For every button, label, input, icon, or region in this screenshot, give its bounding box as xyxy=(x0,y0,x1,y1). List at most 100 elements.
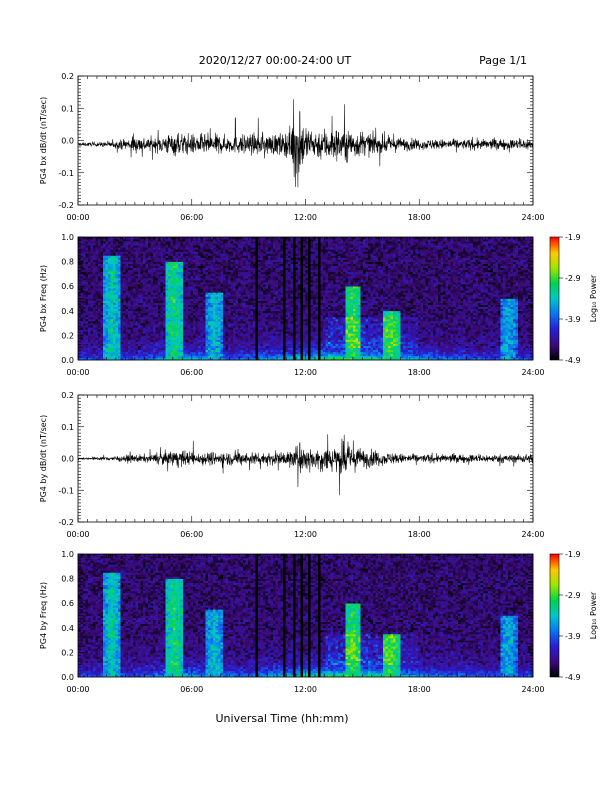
heatmap-cell xyxy=(113,260,116,262)
heatmap-cell xyxy=(143,270,146,272)
heatmap-cell xyxy=(251,280,254,282)
heatmap-cell xyxy=(193,337,196,339)
heatmap-cell xyxy=(178,333,181,335)
heatmap-cell xyxy=(258,264,261,266)
heatmap-cell xyxy=(178,348,181,350)
heatmap-cell xyxy=(151,296,154,298)
heatmap-cell xyxy=(271,278,274,280)
heatmap-cell xyxy=(153,305,156,307)
y-tick-label: -0.1 xyxy=(58,169,74,178)
heatmap-cell xyxy=(173,325,176,327)
heatmap-cell xyxy=(93,262,96,264)
heatmap-cell xyxy=(263,282,266,284)
heatmap-cell xyxy=(146,270,149,272)
heatmap-cell xyxy=(196,356,199,358)
heatmap-cell xyxy=(233,272,236,274)
heatmap-cell xyxy=(238,292,241,294)
heatmap-cell xyxy=(143,309,146,311)
heatmap-cell xyxy=(103,311,106,313)
heatmap-cell xyxy=(231,292,234,294)
heatmap-cell xyxy=(246,282,249,284)
heatmap-cell xyxy=(186,319,189,321)
heatmap-cell xyxy=(93,249,96,251)
heatmap-cell xyxy=(123,303,126,305)
heatmap-cell xyxy=(156,260,159,262)
heatmap-cell xyxy=(231,270,234,272)
heatmap-cell xyxy=(86,245,89,247)
heatmap-cell xyxy=(276,311,279,313)
heatmap-cell xyxy=(176,340,179,342)
heatmap-cell xyxy=(233,292,236,294)
heatmap-cell xyxy=(198,313,201,315)
heatmap-cell xyxy=(88,317,91,319)
heatmap-cell xyxy=(156,280,159,282)
heatmap-cell xyxy=(93,329,96,331)
heatmap-cell xyxy=(198,317,201,319)
heatmap-cell xyxy=(176,282,179,284)
heatmap-cell xyxy=(208,313,211,315)
heatmap-cell xyxy=(163,299,166,301)
heatmap-cell xyxy=(231,280,234,282)
heatmap-cell xyxy=(213,356,216,358)
heatmap-cell xyxy=(116,270,119,272)
heatmap-cell xyxy=(276,319,279,321)
heatmap-cell xyxy=(141,284,144,286)
heatmap-cell xyxy=(98,337,101,339)
heatmap-cell xyxy=(158,276,161,278)
heatmap-cell xyxy=(101,264,104,266)
heatmap-cell xyxy=(183,348,186,350)
heatmap-cell xyxy=(178,313,181,315)
heatmap-cell xyxy=(248,315,251,317)
heatmap-cell xyxy=(126,313,129,315)
heatmap-cell xyxy=(146,278,149,280)
heatmap-cell xyxy=(241,337,244,339)
heatmap-cell xyxy=(276,346,279,348)
heatmap-cell xyxy=(248,255,251,257)
heatmap-cell xyxy=(103,253,106,255)
heatmap-cell xyxy=(188,286,191,288)
heatmap-cell xyxy=(171,282,174,284)
heatmap-cell xyxy=(118,245,121,247)
heatmap-cell xyxy=(171,249,174,251)
heatmap-cell xyxy=(218,327,221,329)
heatmap-cell xyxy=(276,313,279,315)
heatmap-cell xyxy=(116,305,119,307)
heatmap-cell xyxy=(198,331,201,333)
heatmap-cell xyxy=(188,260,191,262)
heatmap-cell xyxy=(221,286,224,288)
heatmap-cell xyxy=(213,301,216,303)
heatmap-cell xyxy=(226,255,229,257)
heatmap-cell xyxy=(191,350,194,352)
heatmap-cell xyxy=(228,296,231,298)
heatmap-cell xyxy=(123,346,126,348)
heatmap-cell xyxy=(251,327,254,329)
heatmap-cell xyxy=(168,274,171,276)
heatmap-cell xyxy=(243,309,246,311)
heatmap-cell xyxy=(241,335,244,337)
heatmap-cell xyxy=(116,249,119,251)
heatmap-cell xyxy=(273,286,276,288)
heatmap-cell xyxy=(136,327,139,329)
heatmap-cell xyxy=(168,319,171,321)
heatmap-cell xyxy=(173,241,176,243)
heatmap-cell xyxy=(133,354,136,356)
heatmap-cell xyxy=(218,278,221,280)
heatmap-cell xyxy=(218,255,221,257)
heatmap-cell xyxy=(168,286,171,288)
heatmap-cell xyxy=(253,262,256,264)
heatmap-cell xyxy=(158,268,161,270)
heatmap-cell xyxy=(191,331,194,333)
heatmap-cell xyxy=(81,317,84,319)
heatmap-cell xyxy=(168,245,171,247)
heatmap-cell xyxy=(141,278,144,280)
heatmap-cell xyxy=(221,266,224,268)
heatmap-cell xyxy=(101,255,104,257)
heatmap-cell xyxy=(161,272,164,274)
heatmap-cell xyxy=(186,350,189,352)
heatmap-cell xyxy=(116,274,119,276)
heatmap-cell xyxy=(216,278,219,280)
heatmap-cell xyxy=(156,323,159,325)
heatmap-cell xyxy=(93,264,96,266)
heatmap-cell xyxy=(241,346,244,348)
heatmap-cell xyxy=(271,305,274,307)
